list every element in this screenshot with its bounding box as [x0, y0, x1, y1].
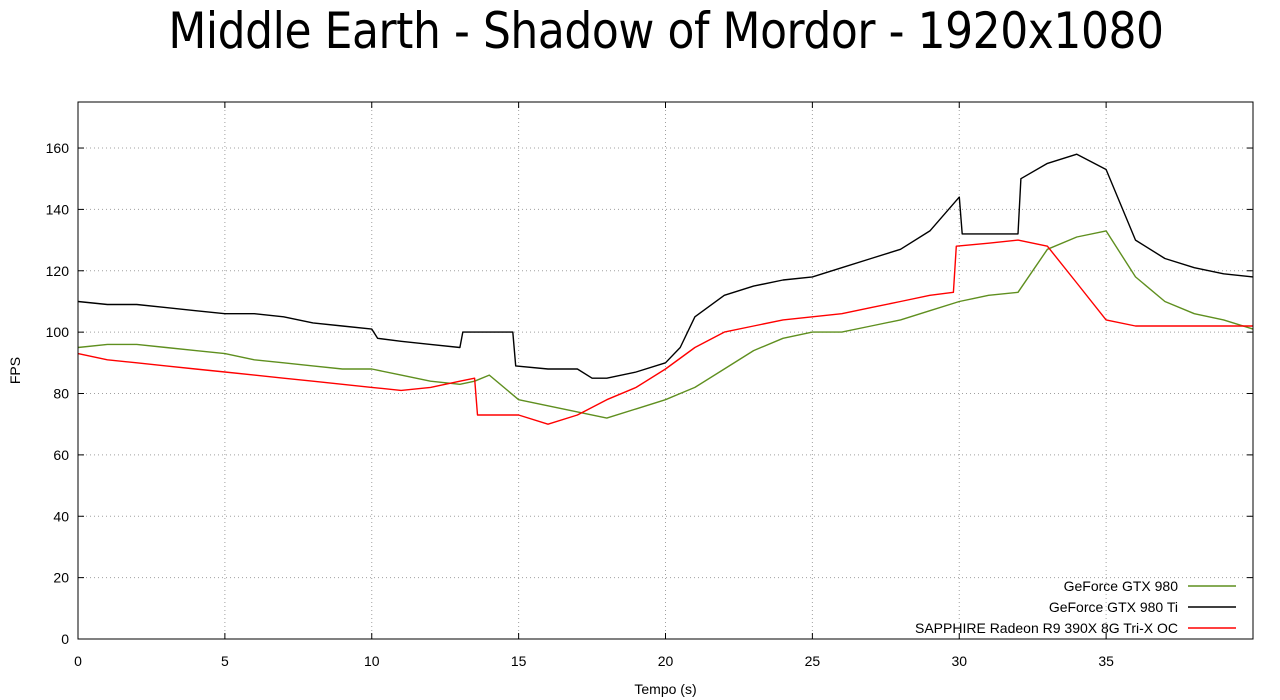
y-tick-label: 120 [46, 263, 70, 279]
legend-label-2: GeForce GTX 980 Ti [1049, 599, 1178, 615]
x-tick-label: 5 [221, 653, 229, 669]
series-line-3 [77, 239, 1253, 425]
series-line-2 [77, 153, 1254, 379]
x-tick-label: 20 [658, 653, 674, 669]
x-tick-label: 30 [951, 653, 967, 669]
x-tick-label: 35 [1098, 653, 1114, 669]
x-tick-label: 0 [74, 653, 82, 669]
ticks: 0 20 40 60 80 100 120 140 160 0 5 10 15 20 25 30 35 [46, 102, 1253, 669]
y-tick-label: 80 [53, 386, 69, 402]
y-tick-label: 100 [46, 324, 70, 340]
legend: GeForce GTX 980 GeForce GTX 980 Ti SAPPHIR… [915, 578, 1236, 636]
y-tick-label: 60 [53, 447, 69, 463]
x-tick-label: 25 [805, 653, 821, 669]
x-tick-label: 15 [511, 653, 527, 669]
y-tick-label: 40 [53, 508, 69, 524]
y-tick-label: 160 [46, 140, 70, 156]
x-tick-label: 10 [364, 653, 380, 669]
y-tick-label: 20 [53, 570, 69, 586]
series-lines [77, 153, 1254, 425]
x-axis-label: Tempo (s) [634, 681, 696, 697]
legend-label-3: SAPPHIRE Radeon R9 390X 8G Tri-X OC [915, 620, 1178, 636]
y-tick-label: 140 [46, 201, 70, 217]
y-tick-label: 0 [61, 631, 69, 647]
series-line-1 [77, 230, 1254, 419]
y-axis-label: FPS [7, 357, 23, 384]
grid [78, 102, 1253, 639]
legend-label-1: GeForce GTX 980 [1064, 578, 1179, 594]
chart-title: Middle Earth - Shadow of Mordor - 1920x1… [168, 2, 1164, 60]
